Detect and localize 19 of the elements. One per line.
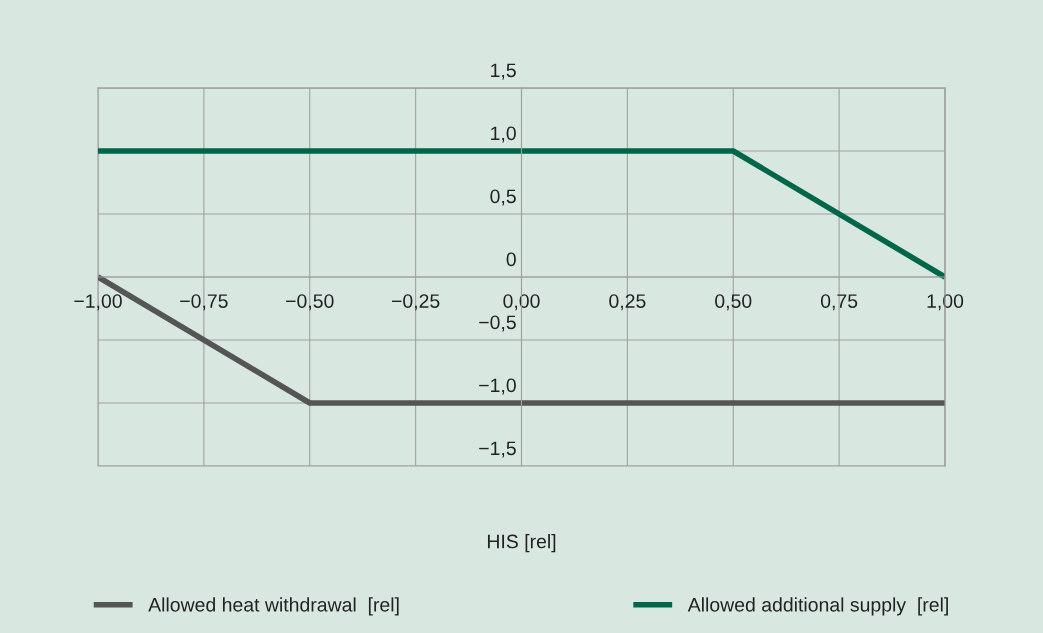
x-tick-label: −0,50 (286, 294, 334, 311)
x-axis-title: HIS [rel] (487, 534, 556, 553)
legend-label: Allowed additional supply [rel] (687, 597, 948, 616)
y-tick-label: 1,5 (491, 63, 516, 80)
y-tick-label: 0,5 (490, 189, 516, 206)
legend-label: Allowed heat withdrawal [rel] (148, 597, 399, 616)
y-tick-label: −1,0 (479, 378, 516, 395)
x-tick-label: 0,50 (715, 294, 752, 311)
x-tick-label: −1,00 (74, 294, 122, 311)
x-tick-label: 1,00 (927, 294, 964, 311)
y-tick-label: −1,5 (479, 441, 516, 458)
x-tick-label: 0,75 (820, 294, 858, 311)
y-tick-label: 0 (506, 252, 516, 267)
x-tick-label: 0,00 (503, 294, 540, 311)
y-tick-label: −0,5 (479, 315, 516, 332)
y-tick-label: 1,0 (491, 126, 516, 143)
x-tick-label: 0,25 (609, 294, 646, 311)
x-tick-label: −0,25 (391, 294, 440, 311)
x-tick-label: −0,75 (180, 294, 228, 311)
